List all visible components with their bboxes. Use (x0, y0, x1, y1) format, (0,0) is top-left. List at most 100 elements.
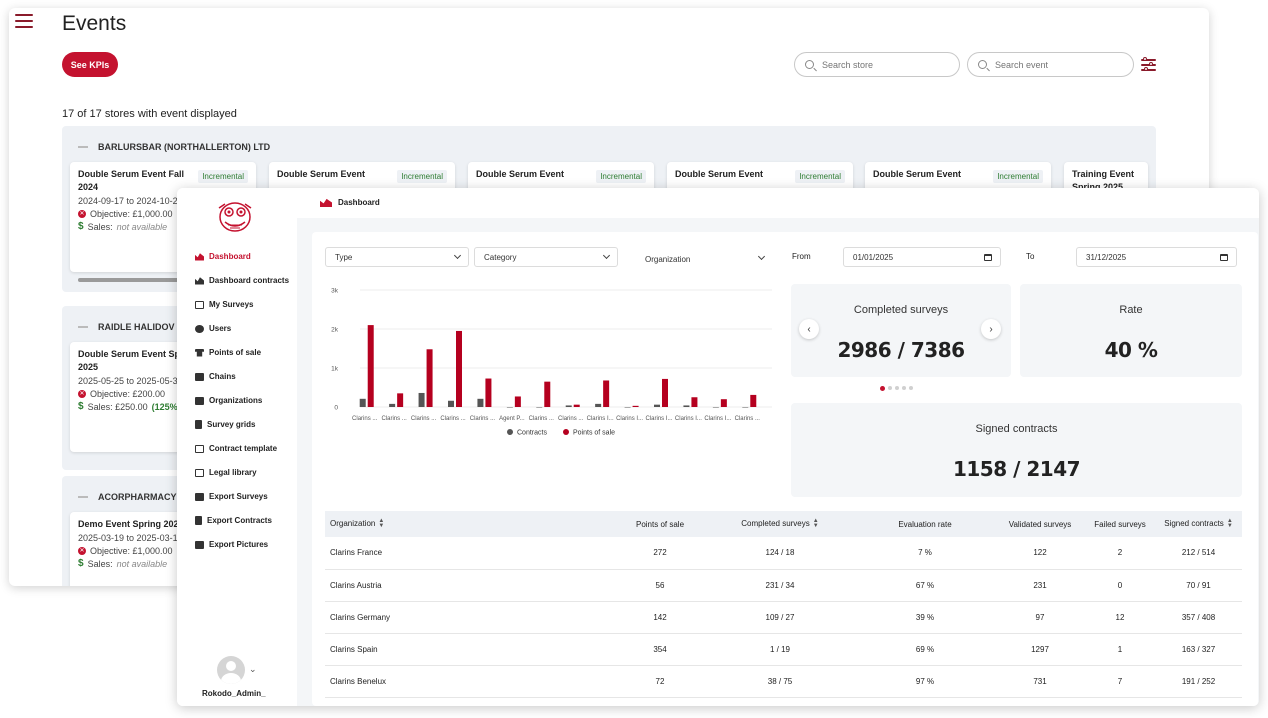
table-cell: 212 / 514 (1181, 548, 1216, 558)
nav-survey-grids[interactable]: Survey grids (195, 420, 255, 429)
target-icon: ✕ (78, 210, 86, 218)
col-signed-contracts[interactable]: Signed contracts ▲ ▼ (1164, 518, 1233, 529)
x-tick-label: Clarins ... (735, 416, 761, 422)
table-cell: 142 (653, 612, 667, 622)
dashboard-content: Type Category Organization From 01/01/20… (312, 232, 1258, 706)
chevron-left-icon[interactable]: ‹ (799, 319, 819, 339)
search-store-input[interactable] (822, 59, 942, 70)
nav-export-pictures[interactable]: Export Pictures (195, 540, 268, 549)
completed-surveys-label: Completed surveys (853, 304, 949, 316)
table-row[interactable]: Clarins Benelux 72 38 / 75 97 % 731 7 191 / 25… (325, 665, 1242, 697)
event-objective: Objective: £200.00 (90, 389, 166, 399)
table-row[interactable]: Clarins France 272 124 / 18 7 % 122 2 212 / 51… (325, 537, 1242, 569)
legend-label: Points of sale (573, 430, 615, 437)
search-store-field[interactable] (794, 52, 960, 77)
x-tick-label: Clarins ... (352, 416, 378, 422)
event-name: Double Serum Event Fall 2024 (78, 169, 185, 192)
x-tick-label: Clarins I... (704, 416, 731, 422)
nav-label: Export Pictures (209, 540, 269, 549)
calendar-icon[interactable] (1220, 254, 1228, 261)
table-cell: 0 (1117, 580, 1123, 590)
calendar-icon[interactable] (984, 254, 992, 261)
x-tick-label: Clarins ... (529, 416, 555, 422)
search-event-field[interactable] (967, 52, 1134, 77)
nav-dashboard[interactable]: Dashboard (195, 252, 251, 261)
bar-points-of-sale (397, 393, 404, 407)
from-date-input[interactable]: 01/01/2025 (843, 247, 1001, 267)
col-organization[interactable]: Organization ▲ ▼ (330, 518, 385, 529)
nav-chains[interactable]: Chains (195, 372, 236, 381)
bar-points-of-sale (691, 397, 698, 407)
signed-contracts-label: Signed contracts (975, 423, 1058, 435)
store-icon (195, 348, 204, 357)
event-objective: Objective: £1,000.00 (90, 546, 173, 556)
to-date-input[interactable]: 31/12/2025 (1076, 247, 1237, 267)
dollar-icon: $ (78, 401, 84, 412)
table-cell: Clarins France (330, 548, 383, 558)
nav-organizations[interactable]: Organizations (195, 396, 262, 405)
table-cell: 12 (1115, 612, 1125, 622)
carousel-dots[interactable] (880, 386, 913, 391)
table-cell: 56 (655, 580, 665, 590)
sort-icon[interactable]: ▲ ▼ (812, 518, 819, 529)
store-checkbox[interactable] (78, 326, 88, 328)
table-row[interactable]: Clarins Germany 142 109 / 27 39 % 97 12 357 / … (325, 601, 1242, 633)
sales-value: not available (116, 221, 168, 232)
bar-points-of-sale (573, 404, 580, 407)
sales-label: Sales: (87, 221, 113, 232)
table-row[interactable]: Clarins Spain 354 1 / 19 69 % 1297 1 163 / 327 (325, 633, 1242, 665)
top-bar (297, 188, 1259, 218)
table-row[interactable]: Clarins Austria 56 231 / 34 67 % 231 0 70 / 91 (325, 569, 1242, 601)
filter-sliders-icon[interactable] (1141, 57, 1156, 72)
see-kpis-button[interactable]: See KPIs (62, 52, 118, 77)
nav-points-of-sale[interactable]: Points of sale (195, 348, 261, 357)
nav-export-surveys[interactable]: Export Surveys (195, 492, 268, 501)
store-checkbox[interactable] (78, 146, 88, 148)
chart-area-icon (195, 253, 204, 261)
nav-dashboard-contracts[interactable]: Dashboard contracts (195, 276, 289, 285)
horizontal-scrollbar[interactable] (78, 278, 258, 282)
col-evaluation-rate: Evaluation rate (898, 519, 952, 529)
chevron-right-icon[interactable]: › (981, 319, 1001, 339)
legend-marker (507, 429, 513, 435)
table-cell: 231 / 34 (765, 580, 795, 590)
avatar[interactable] (217, 656, 245, 684)
table-cell: 163 / 327 (1181, 644, 1216, 654)
event-dates: 2025-05-25 to 2025-05-3 (78, 376, 178, 386)
table-cell: Clarins Austria (330, 580, 382, 590)
chevron-down-icon[interactable]: ⌄ (249, 664, 257, 674)
event-objective: Objective: £1,000.00 (90, 209, 173, 219)
nav-label: Contract template (209, 444, 278, 453)
dollar-icon: $ (78, 558, 84, 569)
category-select[interactable]: Category (474, 247, 618, 267)
legend-label: Contracts (517, 430, 547, 437)
store-checkbox[interactable] (78, 496, 88, 498)
clipboard-icon (195, 300, 204, 309)
sort-icon[interactable]: ▲ ▼ (1226, 518, 1233, 529)
from-date-value: 01/01/2025 (853, 252, 894, 262)
col-points-of-sale: Points of sale (635, 519, 685, 529)
col-completed-surveys[interactable]: Completed surveys ▲ ▼ (741, 518, 819, 529)
nav-legal-library[interactable]: Legal library (195, 468, 257, 477)
bar-contracts (712, 407, 719, 408)
nav-contract-template[interactable]: Contract template (195, 444, 277, 453)
nav-label: Export Contracts (207, 516, 272, 525)
organization-select[interactable]: Organization (636, 249, 772, 269)
incremental-badge: Incremental (596, 170, 646, 183)
table-cell: 191 / 252 (1181, 676, 1216, 686)
hamburger-menu-icon[interactable] (15, 14, 33, 28)
nav-export-contracts[interactable]: Export Contracts (195, 516, 272, 525)
table-header-row: Organization ▲ ▼ Points of sale Completed … (325, 511, 1242, 537)
table-cell: 70 / 91 (1186, 580, 1211, 590)
type-select[interactable]: Type (325, 247, 469, 267)
nav-label: Dashboard (209, 252, 251, 261)
search-event-input[interactable] (995, 59, 1115, 70)
nav-users[interactable]: Users (195, 324, 231, 333)
bar-contracts (506, 407, 513, 408)
nav-my-surveys[interactable]: My Surveys (195, 300, 253, 309)
sales-label: Sales: £250.00 (87, 401, 148, 412)
sort-icon[interactable]: ▲ ▼ (378, 518, 385, 529)
bar-points-of-sale (662, 378, 668, 407)
bar-contracts (418, 392, 425, 407)
x-tick-label: Clarins ... (381, 416, 407, 422)
